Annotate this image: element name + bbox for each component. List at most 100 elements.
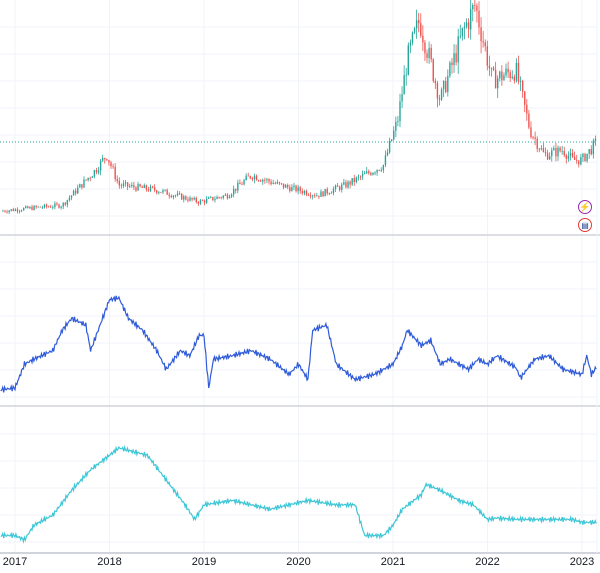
candle xyxy=(133,184,135,188)
candle xyxy=(457,36,459,63)
candle xyxy=(22,207,25,211)
candle xyxy=(482,41,484,43)
candle xyxy=(366,171,368,174)
candle xyxy=(147,189,150,191)
candle xyxy=(87,177,89,181)
time-axis-label: 2020 xyxy=(286,556,311,568)
candle xyxy=(226,194,229,199)
candle xyxy=(451,62,453,66)
candle xyxy=(311,195,314,197)
candle xyxy=(145,185,148,190)
candle xyxy=(540,148,543,150)
candle xyxy=(280,183,283,185)
candle xyxy=(576,159,578,161)
candle xyxy=(235,188,237,191)
candle xyxy=(418,20,420,24)
candle xyxy=(571,153,574,157)
flag-stripes: ▤ xyxy=(581,221,589,230)
candle xyxy=(183,196,185,200)
candle xyxy=(232,188,235,195)
candle xyxy=(407,45,410,75)
candle xyxy=(45,204,48,207)
candle xyxy=(397,121,399,122)
candle xyxy=(324,189,326,197)
candle xyxy=(143,185,145,188)
candle xyxy=(445,80,447,93)
candle xyxy=(463,26,466,28)
candle xyxy=(214,199,216,201)
events-icon[interactable]: ⚡ xyxy=(578,200,592,214)
candle xyxy=(307,194,310,196)
candle xyxy=(368,171,370,174)
candle xyxy=(480,27,482,42)
candle xyxy=(347,181,349,188)
candle xyxy=(174,195,177,197)
candle xyxy=(20,210,23,212)
candle xyxy=(66,200,69,205)
candle xyxy=(488,65,491,69)
candle xyxy=(274,183,276,184)
candle xyxy=(517,62,520,82)
candle xyxy=(210,196,212,198)
candle xyxy=(266,179,268,181)
candle xyxy=(305,191,308,195)
candle xyxy=(449,62,451,76)
candle xyxy=(461,27,464,37)
candle xyxy=(401,94,403,102)
candle xyxy=(64,202,66,205)
candle xyxy=(156,190,158,193)
candle xyxy=(390,139,393,141)
candle xyxy=(546,153,549,160)
time-axis-label: 2017 xyxy=(2,556,28,568)
candle xyxy=(208,197,210,199)
candle xyxy=(18,210,21,212)
candle xyxy=(567,155,570,159)
us-flag-icon[interactable]: ▤ xyxy=(578,218,592,232)
candle xyxy=(580,157,582,165)
candle xyxy=(158,192,160,194)
candle xyxy=(355,177,358,182)
candle xyxy=(162,190,164,193)
candle xyxy=(528,113,530,128)
candle xyxy=(553,148,555,151)
candle xyxy=(126,182,129,187)
candle xyxy=(197,202,200,204)
candle xyxy=(180,193,183,200)
candle xyxy=(193,197,195,200)
candle xyxy=(555,148,557,157)
candle xyxy=(189,197,191,201)
time-axis-label: 2021 xyxy=(380,556,406,568)
candle xyxy=(199,200,202,204)
candle xyxy=(112,166,114,167)
candle xyxy=(497,78,499,89)
candle xyxy=(212,196,214,201)
candle xyxy=(237,182,239,191)
candle xyxy=(428,47,430,59)
candle xyxy=(195,197,197,203)
candle xyxy=(578,160,580,165)
candle xyxy=(380,170,382,171)
candle xyxy=(270,181,272,184)
candle xyxy=(336,185,339,187)
candle xyxy=(590,149,592,155)
candle xyxy=(149,186,152,191)
candle xyxy=(276,182,279,184)
candle xyxy=(557,147,559,157)
candle xyxy=(322,191,324,197)
candle xyxy=(357,176,360,178)
candle xyxy=(141,186,143,188)
candle xyxy=(476,5,478,11)
candle xyxy=(370,173,372,175)
candle xyxy=(544,152,547,154)
candle xyxy=(426,53,428,59)
candle xyxy=(386,152,389,156)
candle xyxy=(68,197,71,201)
candle xyxy=(50,206,52,208)
candle xyxy=(413,28,416,33)
candle xyxy=(187,199,189,201)
candle xyxy=(432,59,434,81)
candle xyxy=(228,196,231,199)
time-axis-label: 2018 xyxy=(97,556,122,568)
indicator-2-line xyxy=(0,444,597,544)
